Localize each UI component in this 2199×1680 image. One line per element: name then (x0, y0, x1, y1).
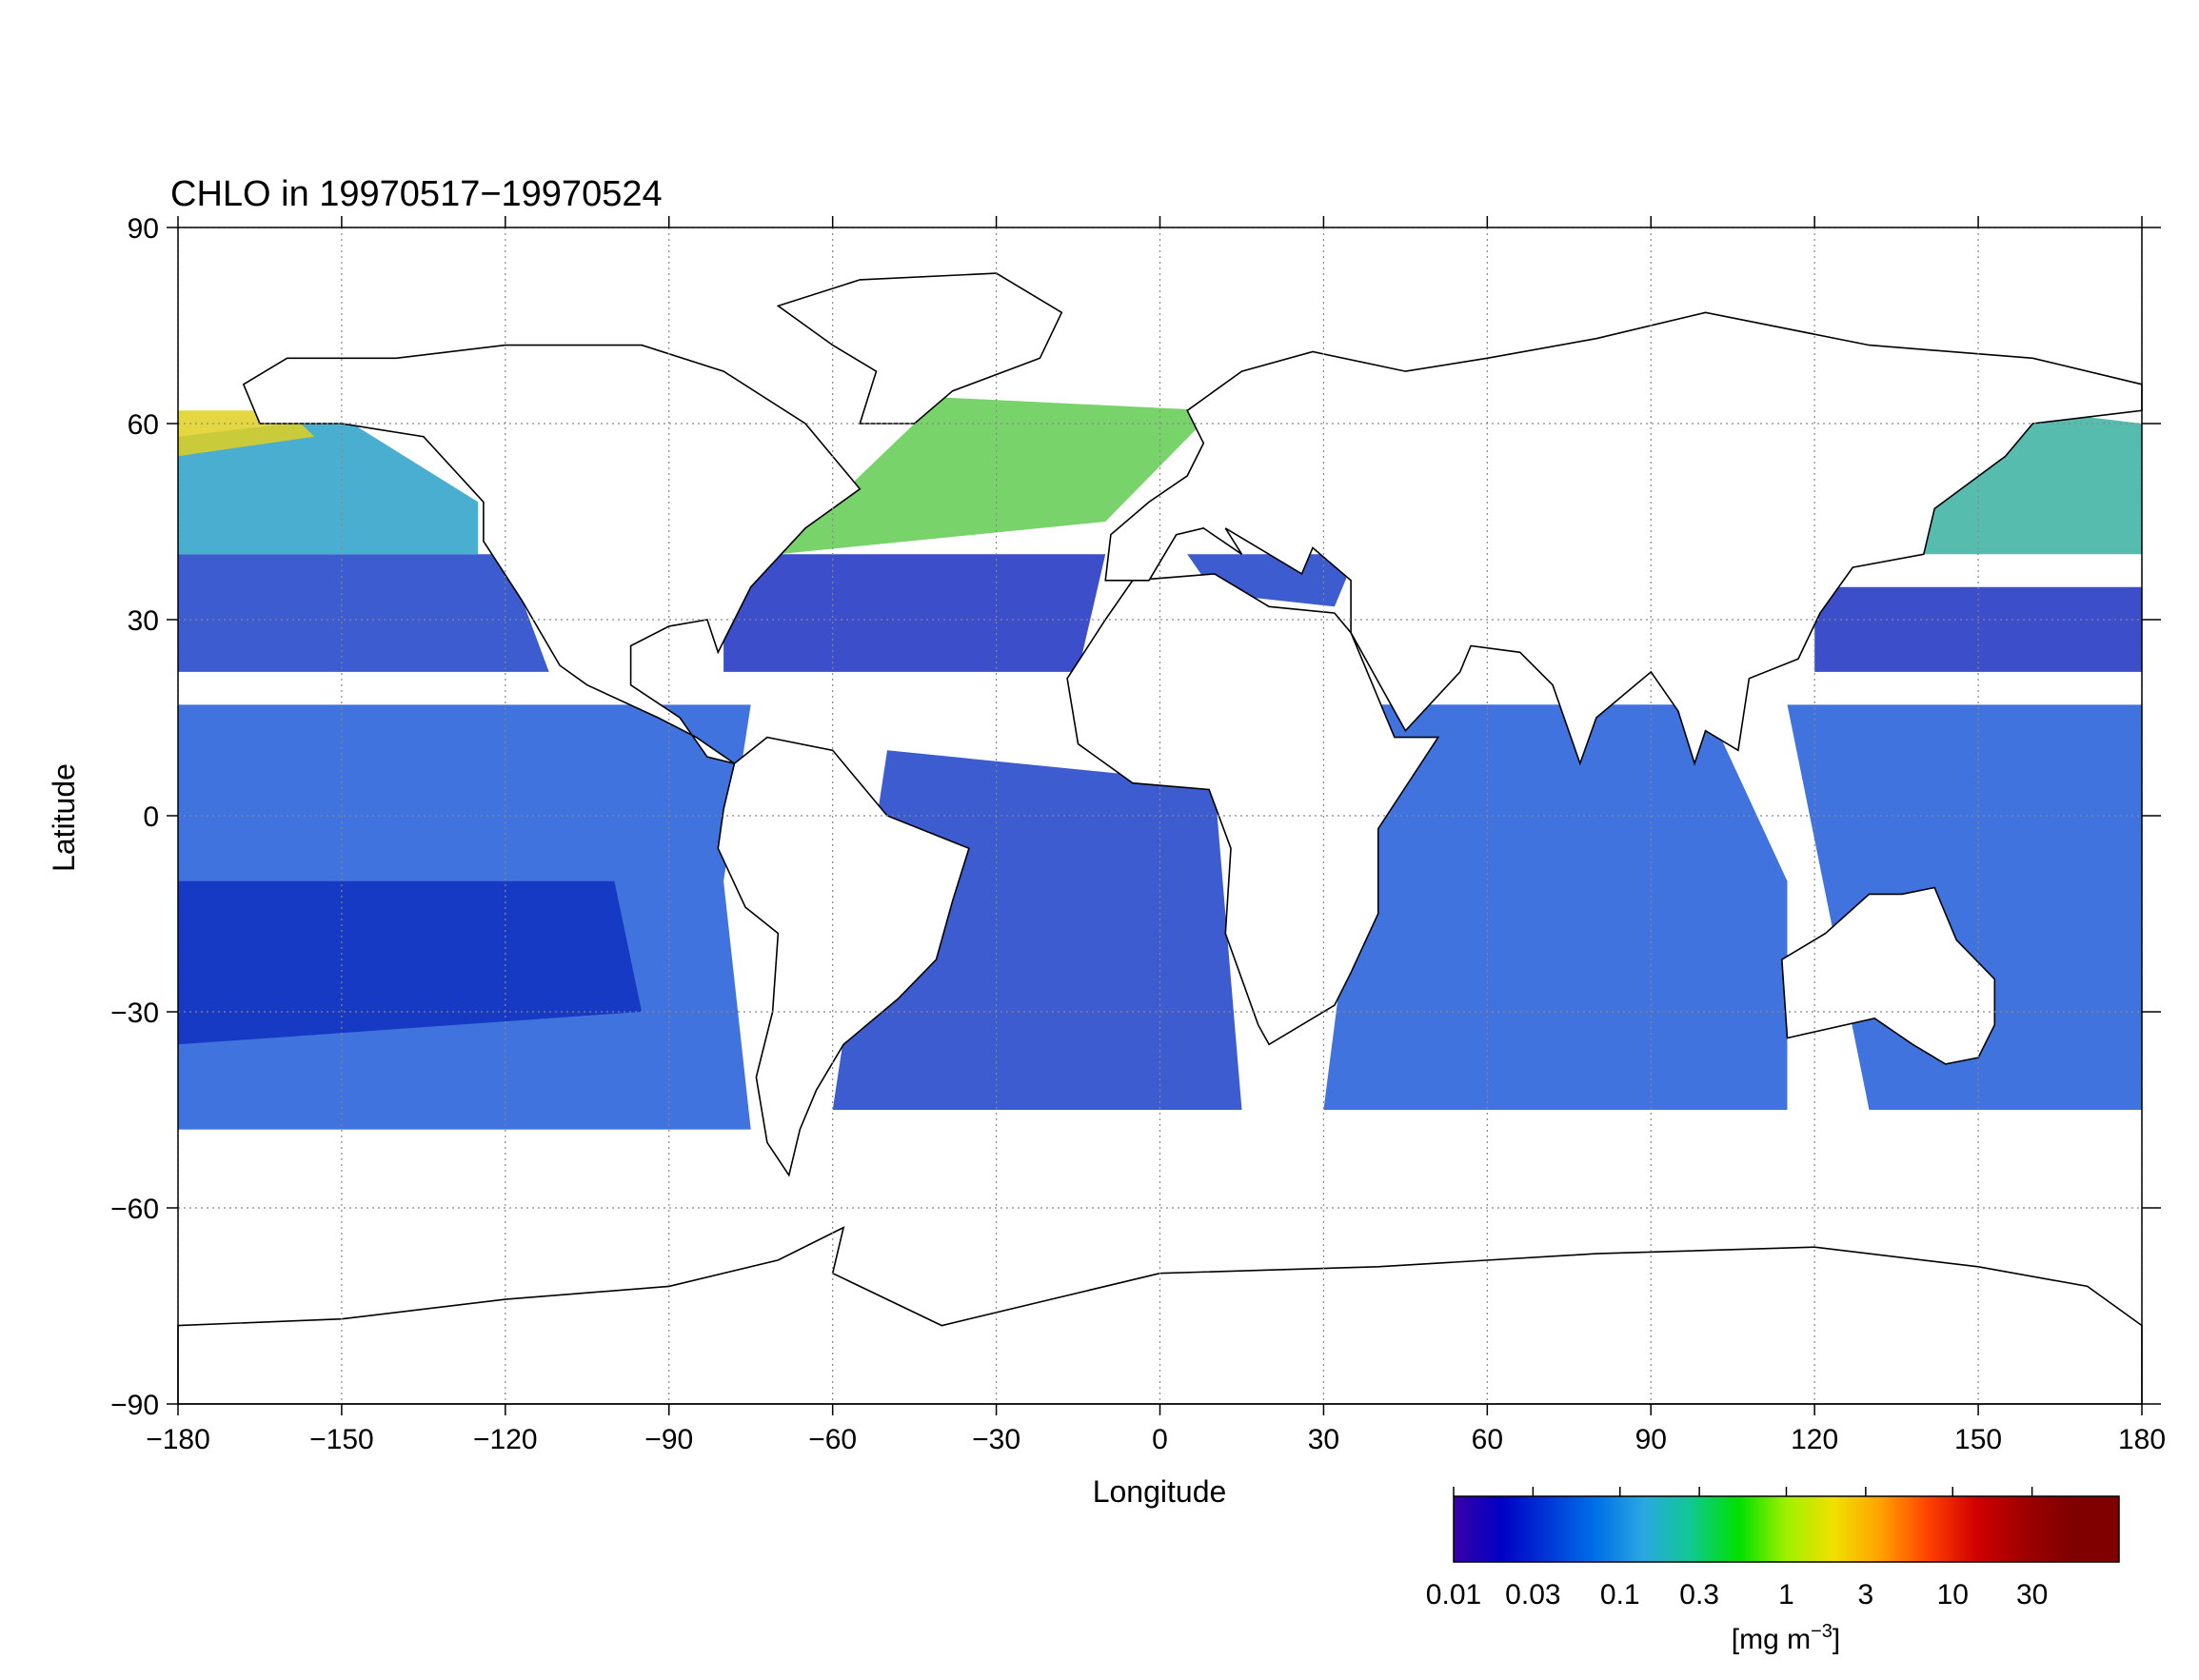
x-tick-label: 150 (1954, 1424, 2002, 1455)
y-tick-label: −30 (110, 998, 159, 1029)
x-tick-label: 30 (1308, 1424, 1339, 1455)
colorbar-label-exponent: −3 (1811, 1621, 1832, 1642)
colorbar-label-base: [mg m (1732, 1624, 1811, 1655)
x-tick-label: 60 (1472, 1424, 1503, 1455)
land (776, 272, 1063, 425)
x-tick-label: −90 (644, 1424, 693, 1455)
chlorophyll-patch (178, 880, 643, 1045)
colorbar-label-close: ] (1832, 1624, 1840, 1655)
colorbar-tick-label: 10 (1937, 1579, 1969, 1611)
y-tick-label: 90 (128, 213, 159, 245)
x-tick-label: −30 (972, 1424, 1020, 1455)
chlorophyll-patch (178, 417, 479, 555)
x-tick-label: 90 (1635, 1424, 1667, 1455)
chlorophyll-patch (778, 397, 1215, 555)
y-tick-label: 30 (128, 605, 159, 637)
x-axis-label: Longitude (1093, 1474, 1227, 1509)
land (1104, 311, 2143, 766)
land (1780, 886, 1996, 1065)
y-tick-label: −60 (110, 1194, 159, 1225)
y-tick-label: 0 (143, 801, 159, 833)
colorbar-tick-label: 1 (1778, 1579, 1794, 1611)
colorbar-tick-label: 0.03 (1505, 1579, 1560, 1611)
land (242, 344, 862, 764)
chart-title: CHLO in 19970517−19970524 (170, 174, 663, 214)
x-tick-label: −120 (473, 1424, 538, 1455)
colorbar-tick-label: 0.1 (1600, 1579, 1640, 1611)
chlorophyll-patch (1814, 586, 2142, 672)
y-tick-label: 60 (128, 409, 159, 441)
colorbar-label: [mg m−3] (1732, 1621, 1841, 1655)
colorbar-tick-label: 3 (1858, 1579, 1874, 1611)
colorbar-tick-label: 0.01 (1426, 1579, 1481, 1611)
colorbar-tick-label: 0.3 (1679, 1579, 1719, 1611)
axes: −180 −150 −120 −90 −60 −30 0 30 60 90 120 150 180−90… (110, 213, 2166, 1611)
land (717, 736, 970, 1177)
x-tick-label: −150 (309, 1424, 374, 1455)
plot-frame (177, 227, 2143, 1405)
colorbar (1453, 1495, 2120, 1563)
chlorophyll-patch (723, 554, 1106, 672)
chlorophyll-patch (178, 554, 549, 672)
y-tick-label: −90 (110, 1390, 159, 1421)
x-tick-label: 180 (2118, 1424, 2166, 1455)
land (177, 1226, 2143, 1405)
chlorophyll-patch (1323, 684, 1788, 1110)
x-tick-label: 120 (1791, 1424, 1838, 1455)
x-tick-label: −180 (146, 1424, 210, 1455)
colorbar-tick-label: 30 (2016, 1579, 2048, 1611)
y-axis-label: Latitude (47, 763, 81, 872)
x-tick-label: −60 (808, 1424, 857, 1455)
x-tick-label: 0 (1152, 1424, 1168, 1455)
